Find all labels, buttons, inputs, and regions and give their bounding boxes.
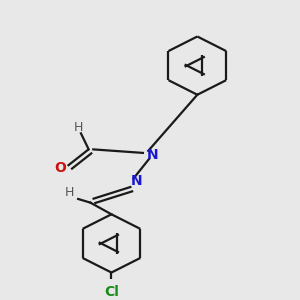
Text: O: O [54,161,66,175]
Text: N: N [131,175,143,188]
Text: N: N [147,148,158,161]
Text: Cl: Cl [104,286,119,299]
Text: H: H [74,121,83,134]
Text: H: H [65,186,74,199]
